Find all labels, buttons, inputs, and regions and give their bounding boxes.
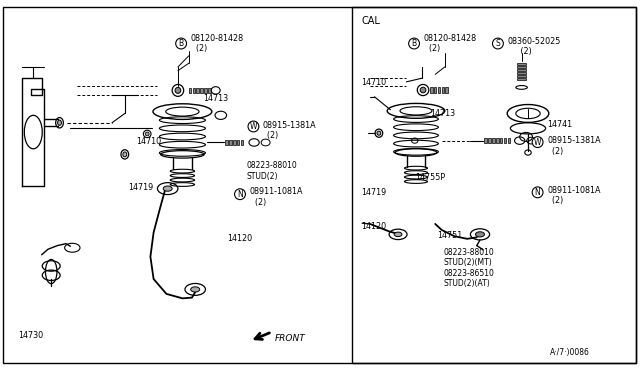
Ellipse shape [123, 152, 127, 157]
Ellipse shape [175, 87, 181, 93]
Bar [517, 75, 526, 77]
Ellipse shape [420, 87, 426, 93]
Text: 14120: 14120 [227, 234, 252, 243]
Ellipse shape [145, 132, 149, 136]
Bar [237, 140, 239, 145]
Bar [488, 138, 491, 143]
Bar [504, 138, 506, 143]
Text: B: B [179, 39, 184, 48]
Text: 08915-1381A
  (2): 08915-1381A (2) [547, 136, 601, 155]
Bar [517, 63, 526, 65]
Bar [517, 78, 526, 80]
Bar [352, 7, 636, 363]
Text: FRONT: FRONT [275, 334, 306, 343]
Bar [434, 87, 436, 93]
Text: N: N [237, 190, 243, 199]
Bar [241, 140, 243, 145]
Bar [492, 138, 495, 143]
Text: 08223-88010
STUD(2)(MT)
08223-86510
STUD(2)(AT): 08223-88010 STUD(2)(MT) 08223-86510 STUD… [444, 248, 494, 288]
Bar [193, 88, 195, 93]
Circle shape [476, 232, 484, 237]
Text: 08911-1081A
  (2): 08911-1081A (2) [547, 186, 601, 205]
Bar [438, 87, 440, 93]
Text: 08911-1081A
  (2): 08911-1081A (2) [250, 187, 303, 207]
Bar [208, 88, 211, 93]
Bar [484, 138, 487, 143]
Bar [508, 138, 510, 143]
Bar [200, 88, 203, 93]
Text: 14710: 14710 [362, 78, 387, 87]
Text: 14741: 14741 [547, 120, 572, 129]
Ellipse shape [58, 120, 61, 125]
Bar [517, 66, 526, 68]
Text: 14710: 14710 [136, 137, 161, 146]
Text: 08120-81428
  (2): 08120-81428 (2) [424, 34, 477, 53]
Text: 08223-88010
STUD(2): 08223-88010 STUD(2) [246, 161, 297, 181]
Text: S: S [495, 39, 500, 48]
Text: 14719: 14719 [128, 183, 153, 192]
Bar [517, 69, 526, 71]
Text: 14755P: 14755P [415, 173, 445, 182]
Text: 14751: 14751 [437, 231, 462, 240]
Ellipse shape [377, 131, 381, 135]
Text: 14730: 14730 [18, 331, 43, 340]
Bar [229, 140, 232, 145]
Text: B: B [412, 39, 417, 48]
Bar [430, 87, 433, 93]
Bar [496, 138, 499, 143]
Text: 14713: 14713 [430, 109, 455, 118]
Circle shape [163, 186, 172, 191]
Circle shape [191, 287, 200, 292]
Bar [204, 88, 207, 93]
Bar [517, 72, 526, 74]
Text: 14713: 14713 [204, 94, 228, 103]
Bar [500, 138, 502, 143]
Bar [445, 87, 448, 93]
Text: 14120: 14120 [362, 222, 387, 231]
Circle shape [394, 232, 402, 237]
Text: A·/7·)0086: A·/7·)0086 [550, 348, 590, 357]
Bar [233, 140, 236, 145]
Text: CAL: CAL [362, 16, 380, 26]
Bar [442, 87, 444, 93]
Text: W: W [250, 122, 257, 131]
Text: 08120-81428
  (2): 08120-81428 (2) [191, 34, 244, 53]
Text: W: W [534, 138, 541, 147]
Bar [189, 88, 191, 93]
Bar [225, 140, 228, 145]
Text: 08360-52025
     (2): 08360-52025 (2) [508, 37, 561, 56]
Bar [196, 88, 199, 93]
Text: 08915-1381A
  (2): 08915-1381A (2) [262, 121, 316, 140]
Text: 14719: 14719 [362, 188, 387, 197]
Text: N: N [535, 188, 540, 197]
